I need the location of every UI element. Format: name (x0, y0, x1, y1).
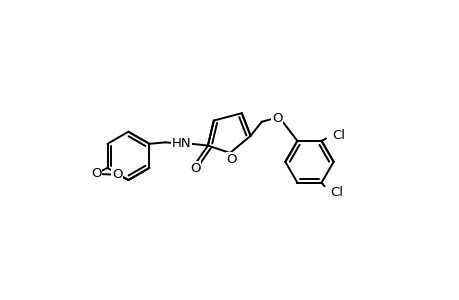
Text: O: O (226, 153, 236, 166)
Text: O: O (190, 162, 200, 175)
Text: O: O (272, 112, 282, 125)
Text: HN: HN (171, 137, 190, 150)
Text: O: O (112, 168, 122, 181)
Text: Cl: Cl (331, 129, 344, 142)
Text: O: O (91, 167, 101, 180)
Text: Cl: Cl (329, 186, 342, 199)
